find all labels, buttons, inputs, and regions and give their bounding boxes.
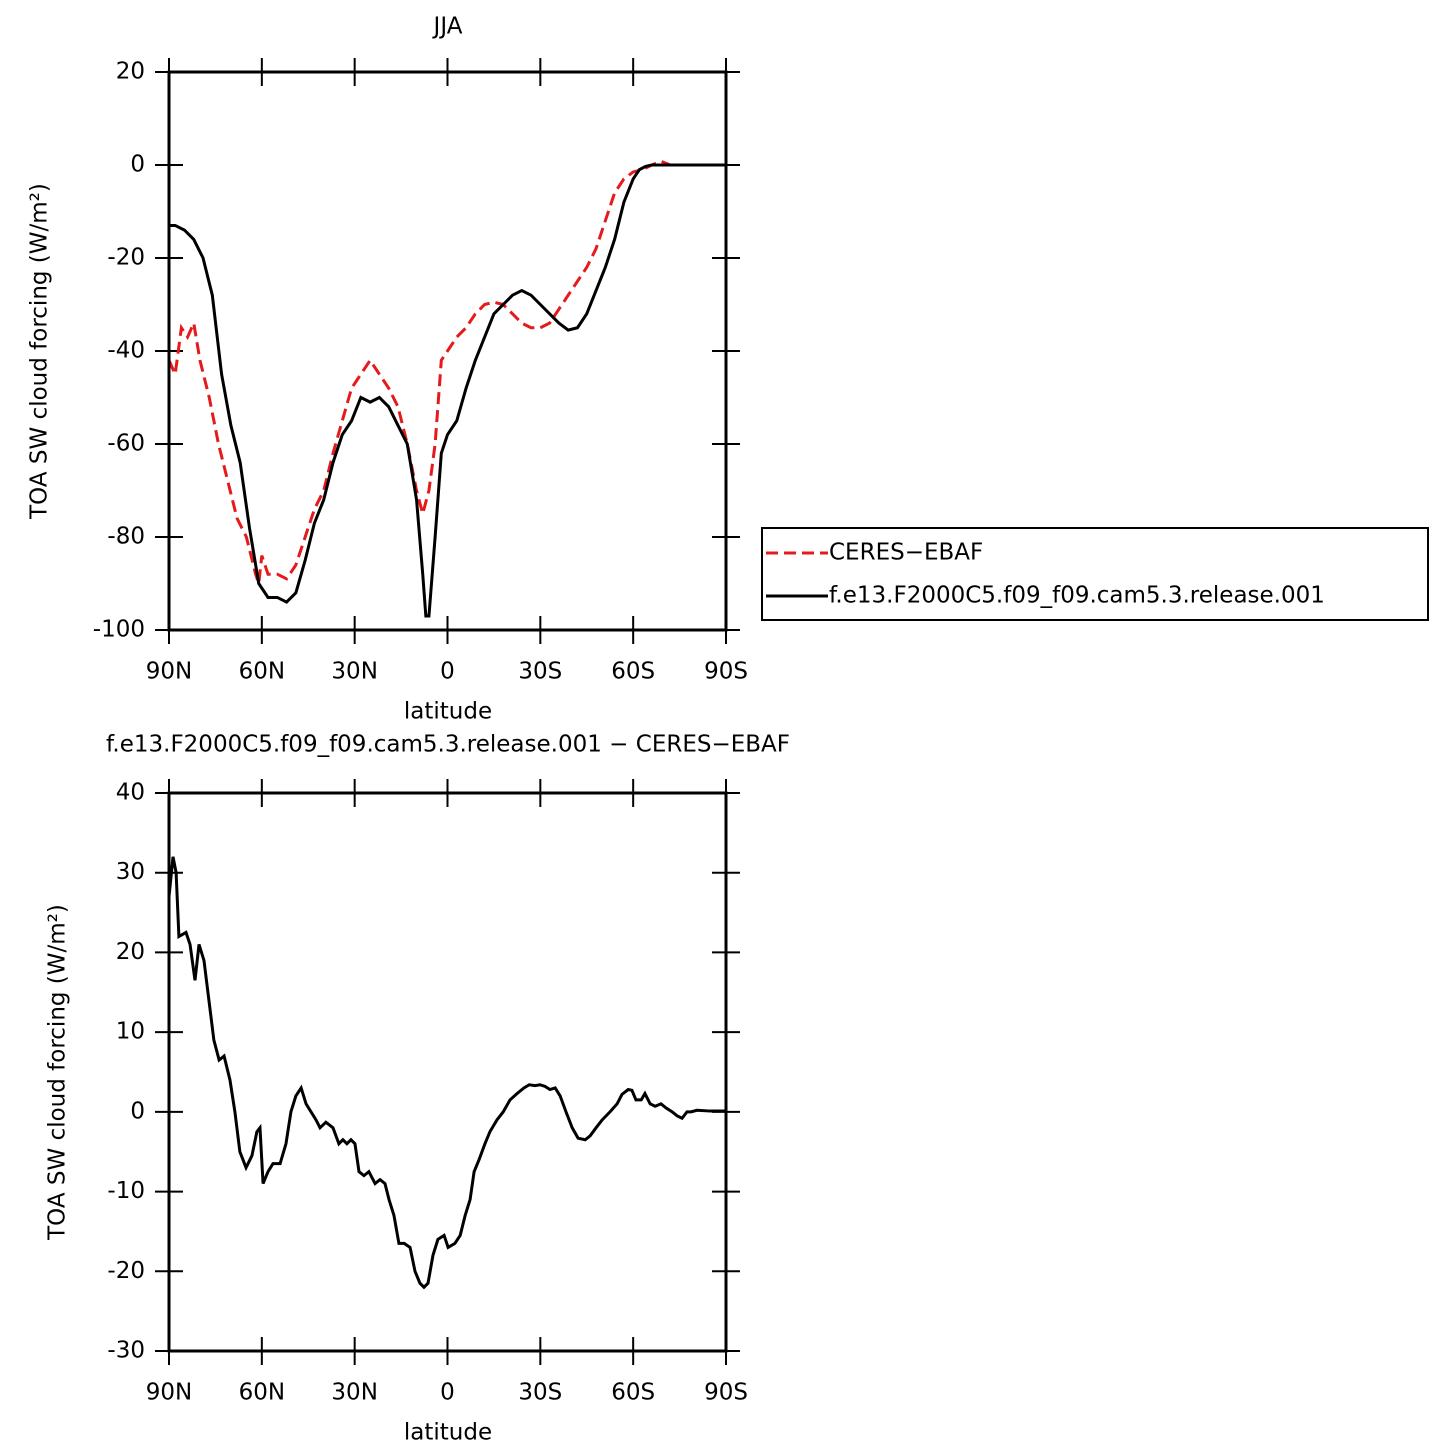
x-axis-label: latitude: [404, 699, 492, 725]
series-line: [169, 163, 726, 618]
y-axis-label: TOA SW cloud forcing (W/m²): [45, 904, 71, 1241]
chart-title: f.e13.F2000C5.f09_f09.cam5.3.release.001…: [106, 732, 790, 758]
x-tick-label: 60S: [611, 659, 655, 685]
x-tick-label: 60N: [239, 659, 285, 685]
legend-label: f.e13.F2000C5.f09_f09.cam5.3.release.001: [829, 583, 1325, 609]
legend-box: [761, 527, 1429, 621]
x-axis-label: latitude: [404, 1420, 492, 1446]
x-tick-label: 0: [440, 1380, 455, 1406]
x-tick-label: 30S: [518, 659, 562, 685]
x-tick-label: 90S: [704, 659, 748, 685]
y-tick-label: 0: [130, 1098, 145, 1124]
x-tick-label: 90S: [704, 1380, 748, 1406]
x-tick-label: 90N: [146, 1380, 192, 1406]
y-tick-label: -40: [107, 338, 145, 364]
y-tick-label: -30: [107, 1338, 145, 1364]
x-tick-label: 90N: [146, 659, 192, 685]
x-tick-label: 30N: [331, 1380, 377, 1406]
y-tick-label: 20: [116, 939, 145, 965]
y-tick-label: 30: [116, 859, 145, 885]
x-tick-label: 0: [440, 659, 455, 685]
plot-frame: [167, 70, 728, 632]
x-tick-label: 60S: [611, 1380, 655, 1406]
y-tick-label: 20: [116, 59, 145, 85]
plot-frame: [167, 791, 728, 1353]
legend-label: CERES−EBAF: [829, 540, 983, 566]
y-tick-label: -20: [107, 1258, 145, 1284]
y-tick-label: -100: [93, 617, 145, 643]
y-tick-label: -10: [107, 1178, 145, 1204]
x-tick-label: 60N: [239, 1380, 285, 1406]
series-line: [167, 159, 726, 584]
y-tick-label: 10: [116, 1019, 145, 1045]
chart-title: JJA: [432, 14, 463, 40]
y-tick-label: 40: [116, 780, 145, 806]
y-tick-label: -80: [107, 524, 145, 550]
y-axis-label: TOA SW cloud forcing (W/m²): [27, 183, 53, 520]
x-tick-label: 30N: [331, 659, 377, 685]
y-tick-label: 0: [130, 152, 145, 178]
series-line: [167, 856, 726, 1290]
y-tick-label: -20: [107, 245, 145, 271]
y-tick-label: -60: [107, 431, 145, 457]
x-tick-label: 30S: [518, 1380, 562, 1406]
